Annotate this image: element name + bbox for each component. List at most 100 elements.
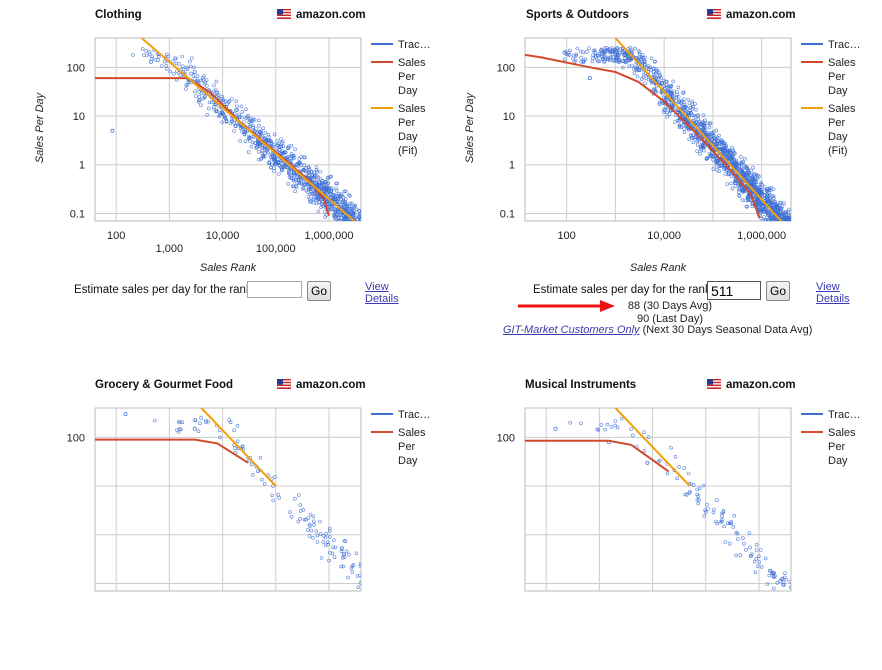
scatter-point [346,223,349,226]
scatter-point [787,243,790,246]
scatter-point [631,433,635,438]
scatter-point [789,234,792,237]
scatter-point [348,194,352,198]
scatter-point [360,223,363,226]
scatter-point [658,458,662,463]
scatter-point [193,89,197,94]
scatter-point [359,235,362,238]
scatter-point [600,54,604,59]
scatter-point [709,138,714,142]
scatter-point [740,187,745,192]
scatter-point [316,175,321,180]
go-button[interactable]: Go [307,281,332,301]
scatter-point [311,200,316,205]
scatter-point [777,221,780,224]
scatter-point [665,89,670,93]
scatter-point [276,161,281,166]
scatter-point [633,65,638,69]
scatter-point [726,172,731,177]
scatter-point [728,151,733,156]
red-arrow-icon [518,300,615,312]
scatter-point [711,167,716,171]
rank-input[interactable] [707,281,761,300]
scatter-point [729,157,733,162]
scatter-point [239,104,244,109]
y-tick-label: 0.1 [500,208,515,220]
scatter-point [633,46,637,51]
scatter-point [157,54,161,59]
scatter-point [197,95,202,99]
scatter-point [279,137,283,141]
scatter-point [303,182,308,186]
scatter-point [357,226,360,229]
scatter-point [291,154,296,158]
scatter-point [743,156,747,161]
view-details-link[interactable]: View Details [365,281,399,305]
rank-input[interactable] [247,281,302,298]
x-tick-label: 1,000,000 [737,230,786,242]
scatter-point [645,460,650,465]
scatter-point [334,186,338,191]
scatter-point [636,48,641,53]
scatter-point [131,53,135,57]
scatter-point [741,188,745,193]
scatter-point [355,231,358,234]
scatter-point [581,50,585,55]
scatter-point [719,164,724,168]
scatter-point [232,428,236,433]
scatter-point [275,139,280,143]
scatter-point [240,444,245,449]
scatter-point [687,113,691,117]
view-details-link[interactable]: View Details [816,281,850,305]
scatter-point [766,219,771,221]
go-button[interactable]: Go [766,281,791,301]
fit-line [140,38,356,221]
scatter-point [652,87,656,92]
scatter-point [662,84,666,88]
scatter-point [277,145,281,149]
legend-label: Day [398,455,418,467]
legend-label: Per [828,71,845,83]
scatter-point [654,89,658,94]
scatter-point [668,84,673,89]
scatter-point [746,194,751,198]
scatter-point [659,76,663,80]
scatter-point [313,198,318,202]
git-market-customers-link[interactable]: GIT-Market Customers Only [503,324,640,336]
scatter-point [249,144,254,149]
legend: Trac… Sales Per Day Sales Per Day (Fit) [371,39,431,157]
y-tick-label: 1 [79,160,85,172]
scatter-point [709,153,714,157]
scatter-point [599,423,604,427]
sales-rank-chart: 100 Trac… Sales Per Day [497,407,861,592]
scatter-point [788,235,791,238]
scatter-point [787,232,790,235]
scatter-point [278,164,282,168]
scatter-point [695,143,700,147]
scatter-point [234,99,239,104]
scatter-point [613,58,618,63]
scatter-point [751,176,756,180]
scatter-point [253,129,257,133]
us-flag-icon [277,9,291,19]
store-name: amazon.com [726,379,796,391]
plot-area [524,407,792,592]
scatter-point [683,116,687,121]
scatter-point [353,225,356,228]
scatter-point [349,220,353,221]
scatter-point [736,190,741,194]
scatter-point [353,221,356,224]
scatter-point [722,147,726,152]
scatter-point [144,53,149,58]
scatter-point [776,207,780,212]
scatter-point [272,157,277,162]
scatter-point [785,225,788,228]
scatter-point [777,212,782,217]
scatter-point [736,186,741,191]
scatter-point [238,114,242,119]
scatter-point [767,186,772,191]
scatter-point [730,145,734,150]
scatter-point [621,53,626,57]
scatter-point [240,129,244,134]
scatter-point [676,110,681,115]
